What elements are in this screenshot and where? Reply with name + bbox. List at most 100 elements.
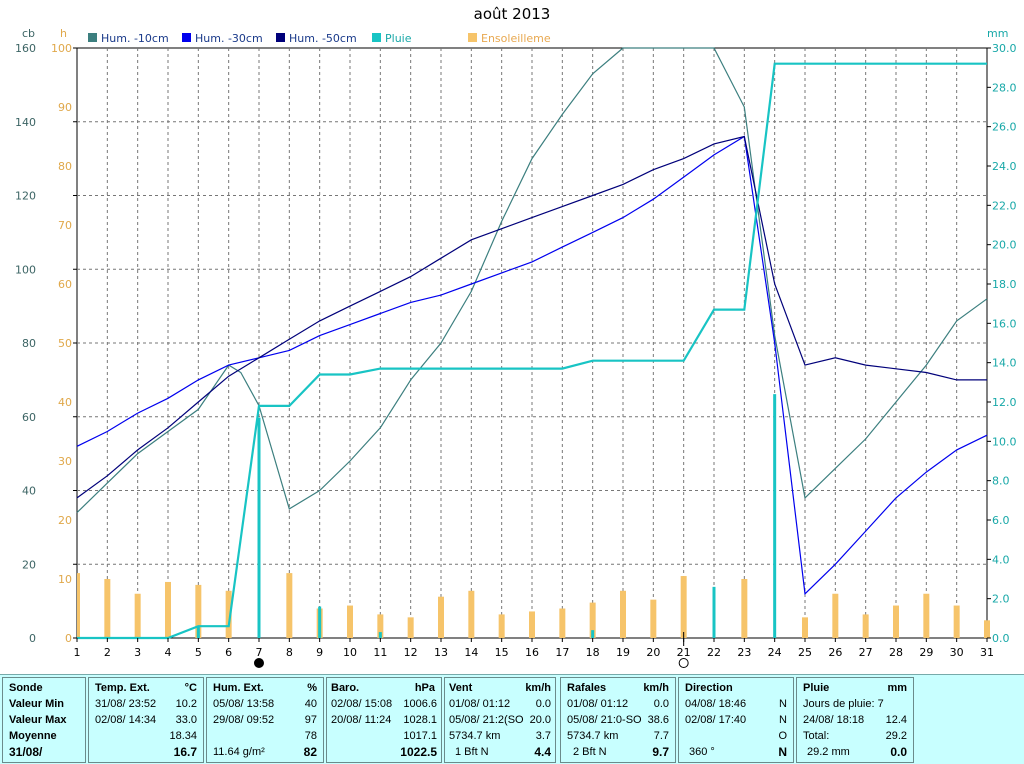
h-tick-label: 90 — [58, 101, 72, 114]
x-tick-label: 23 — [737, 646, 751, 659]
mm-tick-label: 30.0 — [992, 42, 1017, 55]
stat-value: Vent — [449, 682, 473, 694]
stat-value: 05/08/ 13:58 — [213, 698, 275, 710]
legend-label: Pluie — [385, 32, 412, 45]
stat-value: °C — [184, 682, 197, 694]
stat-value: N — [779, 698, 787, 710]
chart-grid — [76, 47, 988, 639]
stat-value: 04/08/ 18:46 — [685, 698, 747, 710]
mm-tick-label: 20.0 — [992, 239, 1017, 252]
stat-value: 12.4 — [885, 714, 907, 726]
rain-daily-bar — [318, 606, 322, 638]
stat-value: km/h — [643, 682, 669, 694]
x-tick-label: 13 — [434, 646, 448, 659]
stat-value: 1 Bft N — [455, 746, 489, 758]
sunshine-bar — [498, 614, 505, 638]
statistics-table: Sonde Valeur Min Valeur Max Moyenne 31/0… — [0, 674, 1024, 764]
stat-value: 31/08/ — [9, 745, 43, 759]
stat-value: 29.2 mm — [807, 746, 850, 758]
series-line — [76, 135, 987, 499]
stat-value: Baro. — [331, 682, 360, 694]
h-tick-label: 50 — [58, 337, 72, 350]
sunshine-bar — [407, 617, 414, 638]
h-tick-label: 0 — [65, 632, 72, 645]
stat-value: 29.2 — [885, 730, 907, 742]
sunshine-bar — [468, 590, 475, 638]
sunshine-bar — [923, 593, 930, 638]
cb-tick-label: 40 — [22, 485, 36, 498]
legend-label: Hum. -50cm — [289, 32, 357, 45]
sunshine-bar — [195, 584, 202, 638]
stat-value: N — [779, 714, 787, 726]
sunshine-bar — [620, 590, 626, 638]
panel-rain: Pluie mm Jours de pluie: 7 24/08/ 18:18 12… — [796, 677, 914, 763]
stat-value: 01/08/ 01:12 — [449, 698, 511, 710]
stat-value: 1006.6 — [403, 698, 437, 710]
stat-value: 0.0 — [653, 698, 669, 710]
rain-cumulative-line — [77, 62, 987, 640]
sunshine-bar — [438, 596, 444, 638]
series-lines — [76, 47, 988, 640]
sunshine-bar — [953, 605, 960, 638]
mm-tick-label: 8.0 — [992, 475, 1010, 488]
cb-tick-label: 80 — [22, 337, 36, 350]
stat-value: 05/08/ 21:0-SO — [567, 714, 642, 726]
cb-unit-label: cb — [22, 27, 35, 40]
x-tick-label: 11 — [373, 646, 387, 659]
stat-value: 20.0 — [529, 714, 551, 726]
stat-value: 02/08/ 15:08 — [331, 698, 393, 710]
h-tick-label: 80 — [58, 160, 72, 173]
mm-tick-label: 0.0 — [992, 632, 1010, 645]
panel-labels: Sonde Valeur Min Valeur Max Moyenne 31/0… — [2, 677, 86, 763]
stat-value: Valeur Max — [9, 714, 67, 726]
sunshine-bar — [862, 614, 869, 638]
h-tick-label: 70 — [58, 219, 72, 232]
legend-label: Hum. -10cm — [101, 32, 169, 45]
stat-value: 7.7 — [653, 730, 669, 742]
series-line — [76, 47, 988, 514]
stat-value: 24/08/ 18:18 — [803, 714, 865, 726]
rain-daily-bar — [591, 630, 595, 638]
sunshine-bar — [832, 593, 839, 638]
mm-tick-label: 22.0 — [992, 199, 1017, 212]
h-tick-label: 20 — [58, 514, 72, 527]
stat-value: 05/08/ 21:2(SO — [449, 714, 524, 726]
panel-gusts: Rafales km/h 01/08/ 01:12 0.0 05/08/ 21:0-… — [560, 677, 676, 763]
mm-tick-label: 10.0 — [992, 435, 1017, 448]
stat-value: % — [307, 682, 317, 694]
mm-tick-label: 16.0 — [992, 317, 1017, 330]
x-tick-label: 29 — [919, 646, 933, 659]
legend-swatch — [468, 33, 477, 42]
stat-value: 0.0 — [535, 698, 551, 710]
mm-tick-label: 18.0 — [992, 278, 1017, 291]
x-tick-label: 8 — [286, 646, 293, 659]
stat-value: 02/08/ 17:40 — [685, 714, 747, 726]
mm-unit-label: mm — [987, 27, 1008, 40]
stat-value: 360 ° — [689, 746, 715, 758]
rain-daily-bar — [773, 394, 777, 638]
stat-value: Direction — [685, 682, 733, 694]
stat-value: hPa — [414, 682, 435, 694]
stat-value: 31/08/ 23:52 — [95, 698, 157, 710]
stat-value: Jours de pluie: 7 — [803, 698, 884, 710]
panel-temperature: Temp. Ext. °C 31/08/ 23:52 10.2 02/08/ 14:… — [88, 677, 204, 763]
series-line — [76, 135, 988, 596]
x-tick-label: 24 — [768, 646, 782, 659]
stat-value: Rafales — [567, 682, 607, 694]
stat-value: Total: — [803, 730, 830, 742]
stat-value: 5734.7 km — [567, 730, 619, 742]
x-tick-label: 26 — [828, 646, 842, 659]
sunshine-bar — [165, 581, 171, 638]
chart-legend: Hum. -10cm Hum. -30cm Hum. -50cm Pluie Ensol… — [88, 32, 551, 45]
stat-value: 2 Bft N — [573, 746, 607, 758]
x-tick-label: 16 — [525, 646, 539, 659]
rain-daily-bar — [712, 586, 716, 638]
sunshine-bar — [347, 605, 353, 638]
panel-barometer: Baro. hPa 02/08/ 15:08 1006.6 20/08/ 11:24… — [326, 677, 442, 763]
stat-value: 18.34 — [169, 730, 197, 742]
x-tick-label: 17 — [555, 646, 569, 659]
x-tick-label: 28 — [889, 646, 903, 659]
x-tick-label: 5 — [195, 646, 202, 659]
x-tick-label: 21 — [677, 646, 691, 659]
sunshine-bar — [680, 576, 687, 638]
